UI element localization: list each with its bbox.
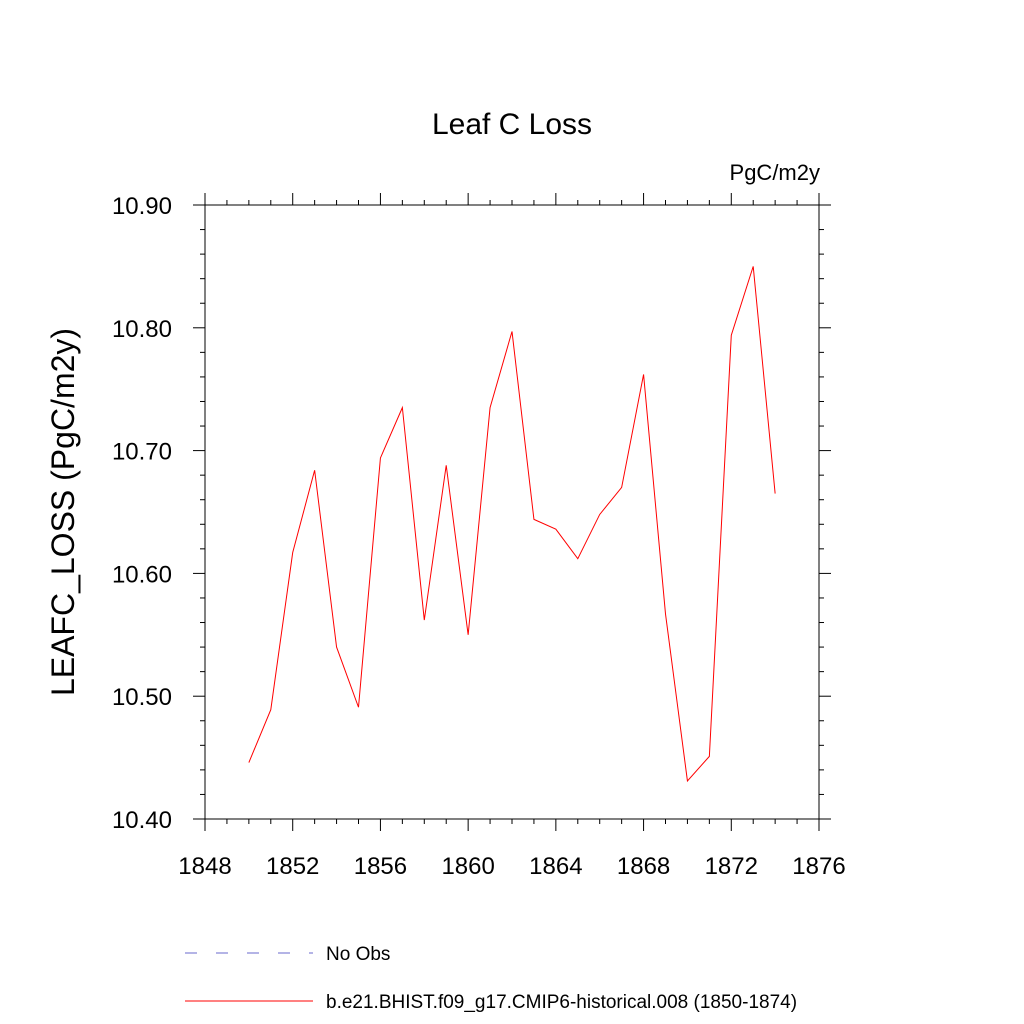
x-tick-label: 1848: [178, 853, 231, 880]
y-tick-label: 10.70: [112, 439, 172, 466]
axis-ticks: [193, 193, 831, 831]
y-axis-label: LEAFC_LOSS (PgC/m2y): [45, 328, 81, 696]
x-tick-label: 1876: [792, 853, 845, 880]
y-tick-label: 10.60: [112, 561, 172, 588]
x-tick-label: 1860: [441, 853, 494, 880]
series-layer: [248, 266, 776, 783]
x-tick-label: 1864: [529, 853, 582, 880]
legend: No Obs b.e21.BHIST.f09_g17.CMIP6-historic…: [185, 944, 797, 1013]
chart-title: Leaf C Loss: [432, 108, 592, 141]
plot-frame: [204, 204, 820, 820]
series-line: [248, 266, 776, 783]
y-tick-label: 10.40: [112, 807, 172, 834]
axis-tick-labels: 1848 1852 1856 1860 1864 1868 1872 1876 10.40 10.…: [112, 193, 846, 880]
legend-label: No Obs: [326, 944, 390, 965]
x-tick-label: 1872: [705, 853, 758, 880]
x-tick-label: 1868: [617, 853, 670, 880]
x-tick-label: 1856: [354, 853, 407, 880]
y-tick-label: 10.80: [112, 316, 172, 343]
units-label: PgC/m2y: [730, 160, 820, 185]
y-tick-label: 10.90: [112, 193, 172, 220]
x-tick-label: 1852: [266, 853, 319, 880]
y-tick-label: 10.50: [112, 684, 172, 711]
legend-label: b.e21.BHIST.f09_g17.CMIP6-historical.008…: [326, 992, 797, 1013]
